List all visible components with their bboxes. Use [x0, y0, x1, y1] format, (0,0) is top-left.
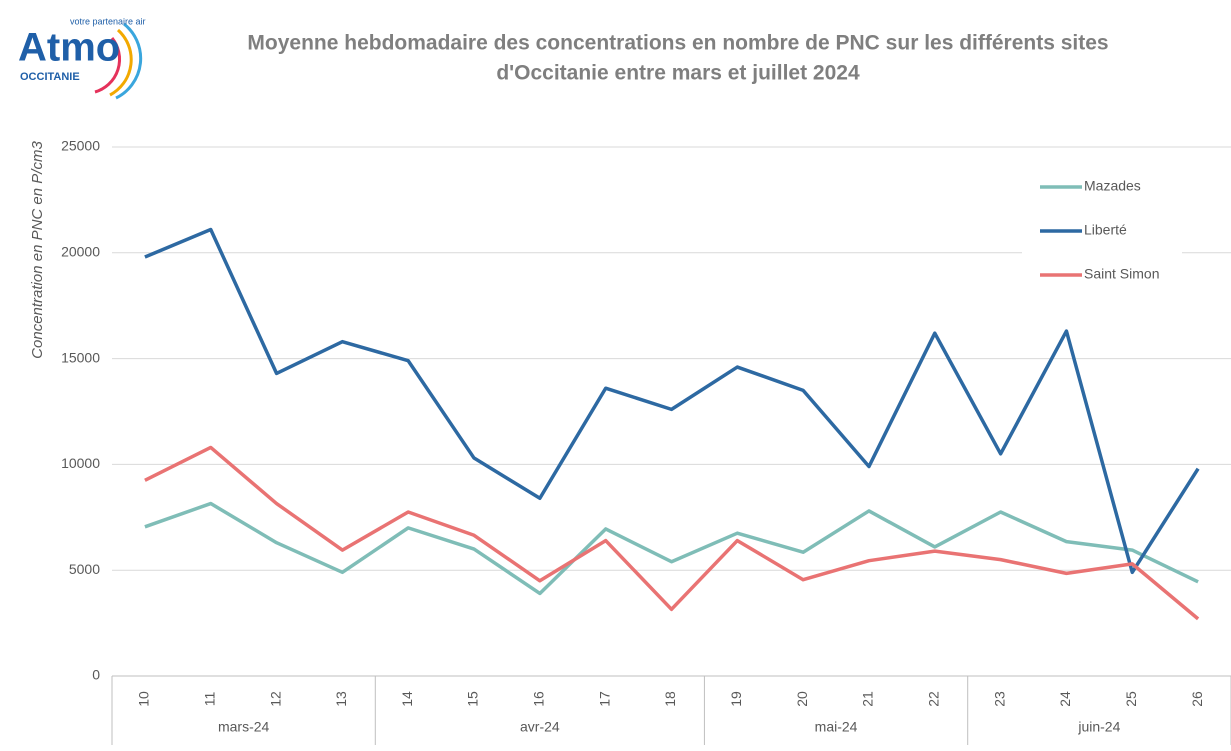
logo-tagline: votre partenaire air — [70, 16, 146, 26]
legend-label: Saint Simon — [1084, 266, 1159, 282]
x-group-label: mars-24 — [218, 719, 270, 735]
y-tick-label: 15000 — [61, 349, 100, 365]
x-tick-label: 24 — [1057, 691, 1073, 707]
x-tick-label: 13 — [333, 691, 349, 707]
x-tick-label: 23 — [991, 691, 1007, 707]
series-line — [144, 445, 1200, 621]
legend-label: Liberté — [1084, 222, 1127, 238]
x-tick-label: 19 — [728, 691, 744, 707]
logo-region: OCCITANIE — [20, 71, 80, 83]
legend-label: Mazades — [1084, 178, 1141, 194]
x-group-label: mai-24 — [815, 719, 858, 735]
logo-name: Atmo — [18, 26, 120, 70]
x-group-label: juin-24 — [1077, 719, 1120, 735]
x-tick-label: 22 — [925, 691, 941, 707]
x-tick-label: 26 — [1189, 691, 1205, 707]
series-line — [144, 501, 1199, 596]
series-line — [144, 227, 1200, 575]
x-tick-label: 17 — [596, 691, 612, 707]
x-group-label: avr-24 — [520, 719, 560, 735]
y-tick-label: 10000 — [61, 455, 100, 471]
x-tick-label: 12 — [267, 691, 283, 707]
x-tick-label: 20 — [794, 691, 810, 707]
x-tick-label: 15 — [465, 691, 481, 707]
logo: Atmo votre partenaire air OCCITANIE — [18, 16, 146, 100]
y-tick-label: 5000 — [69, 561, 100, 577]
x-tick-label: 25 — [1123, 691, 1139, 707]
y-tick-label: 20000 — [61, 244, 100, 260]
x-tick-label: 21 — [860, 691, 876, 707]
x-tick-label: 10 — [136, 691, 152, 707]
chart-subtitle: d'Occitanie entre mars et juillet 2024 — [496, 62, 860, 85]
chart-title: Moyenne hebdomadaire des concentrations … — [247, 32, 1108, 55]
y-tick-label: 25000 — [61, 138, 100, 154]
x-tick-label: 18 — [662, 691, 678, 707]
x-tick-label: 11 — [201, 692, 217, 707]
x-tick-label: 14 — [399, 691, 415, 707]
x-tick-label: 16 — [531, 691, 547, 707]
y-axis-label: Concentration en PNC en P/cm3 — [29, 141, 46, 359]
y-tick-label: 0 — [92, 667, 100, 683]
